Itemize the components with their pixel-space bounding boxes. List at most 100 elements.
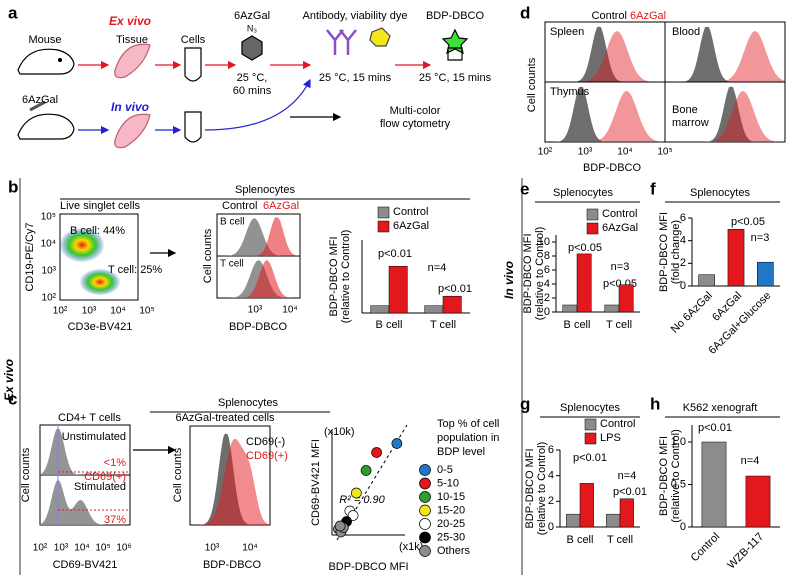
chart-title: Splenocytes (553, 187, 613, 199)
legend-label: 0-5 (437, 464, 453, 476)
y-axis-label: (relative to Control) (536, 442, 548, 536)
annotation: p<0.05 (731, 216, 765, 228)
annotation: n=4 (741, 455, 760, 467)
panel-letter: h (650, 394, 660, 413)
label: CD3e-BV421 (68, 321, 133, 333)
y-axis-label: BDP-DBCO MFI (658, 436, 670, 516)
x-tick-label: B cell (564, 319, 591, 331)
label: T cell (220, 259, 244, 270)
label: flow cytometry (380, 118, 451, 130)
y-tick-label: 4 (680, 235, 686, 247)
legend-label: 10-15 (437, 491, 465, 503)
tick-label: 10⁵ (657, 147, 672, 158)
panel-letter: c (8, 389, 17, 408)
legend-label: Control (600, 418, 635, 430)
bar (727, 229, 745, 287)
y-tick-label: 0.5 (671, 478, 686, 490)
tick-label: 10³ (248, 305, 263, 316)
tick-label: 10⁴ (242, 543, 257, 554)
label: 25 °C, 15 mins (419, 72, 492, 84)
annotation: p<0.01 (613, 486, 647, 498)
y-tick-label: 10 (538, 236, 550, 248)
annotation: n=4 (618, 470, 637, 482)
annotation: p<0.01 (698, 422, 732, 434)
x-tick-label: T cell (606, 319, 632, 331)
chart-title: Splenocytes (235, 184, 295, 196)
panel-letter: e (520, 179, 529, 198)
label: BDP-DBCO (229, 321, 288, 333)
bar (442, 295, 462, 314)
x-tick-label: No 6AzGal (669, 290, 715, 336)
label: CD4+ T cells (58, 412, 121, 424)
bar (388, 266, 408, 314)
y-axis-label: BDP-DBCO MFI (658, 212, 670, 292)
histogram (665, 26, 785, 82)
chart-title: Splenocytes (218, 397, 278, 409)
bar (576, 253, 592, 313)
y-tick-label: 2 (544, 292, 550, 304)
y-axis-label: BDP-DBCO MFI (328, 236, 340, 316)
label: CD69-BV421 (53, 559, 118, 571)
label: Bone (672, 104, 698, 116)
legend-swatch (377, 206, 390, 219)
label: Unstimulated (62, 431, 126, 443)
label: T cell: 25% (108, 264, 162, 276)
histogram (190, 438, 270, 525)
y-axis-label: BDP-DBCO MFI (524, 448, 536, 528)
bar (579, 483, 594, 528)
label: Cell counts (202, 228, 214, 283)
x-tick-label: WZB-117 (725, 531, 766, 572)
bar (424, 305, 444, 314)
legend-swatch (584, 432, 597, 445)
legend-label: Control (393, 206, 428, 218)
annotation: n=3 (611, 261, 630, 273)
x-tick-label: B cell (567, 534, 594, 546)
tick-label: 10² (42, 293, 57, 304)
x-tick-label: T cell (430, 319, 456, 331)
bar (562, 304, 578, 313)
tick-label: 10⁴ (74, 543, 89, 554)
legend-swatch (419, 531, 431, 544)
annotation: (x1k) (399, 541, 423, 553)
tick-label: 10³ (82, 306, 97, 317)
y-tick-label: 8 (544, 250, 550, 262)
histogram (40, 479, 130, 525)
legend-swatch (419, 491, 431, 503)
legend-label: Others (437, 545, 471, 557)
chart-title: Splenocytes (690, 187, 750, 199)
label: CD19-PE/Cy7 (24, 222, 36, 291)
y-tick-label: 4 (548, 470, 554, 482)
label: Tissue (116, 34, 148, 46)
point (360, 465, 372, 476)
legend-swatch (377, 220, 390, 233)
label: BDP-DBCO (583, 162, 642, 174)
legend-swatch (419, 477, 431, 490)
tick-label: 10⁴ (282, 305, 297, 316)
y-axis-label: (relative to Control) (340, 230, 352, 324)
y-tick-label: 0 (680, 280, 686, 292)
chart-title: Splenocytes (560, 402, 620, 414)
legend-swatch (419, 518, 431, 530)
legend-swatch (419, 504, 431, 517)
bar (757, 261, 774, 287)
label: Cell counts (20, 447, 32, 502)
label: 6AzGal (22, 94, 58, 106)
label: Ex vivo (2, 359, 16, 401)
label: Blood (672, 26, 700, 38)
y-tick-label: 6 (544, 264, 550, 276)
label: 37% (104, 514, 126, 526)
y-tick-label: 0 (680, 521, 686, 533)
label: 6AzGal (263, 200, 299, 212)
x-axis-label: BDP-DBCO MFI (328, 561, 408, 573)
label: CD69(-) (246, 436, 285, 448)
histogram (545, 26, 665, 82)
histogram (217, 217, 300, 256)
label: Spleen (550, 26, 584, 38)
histogram (217, 260, 300, 298)
annotation: p<0.01 (573, 452, 607, 464)
tick-label: 10² (33, 543, 48, 554)
histogram (40, 429, 130, 475)
legend-title: population in (437, 432, 499, 444)
x-tick-label: T cell (607, 534, 633, 546)
y-axis-label: BDP-DBCO MFI (522, 233, 534, 313)
